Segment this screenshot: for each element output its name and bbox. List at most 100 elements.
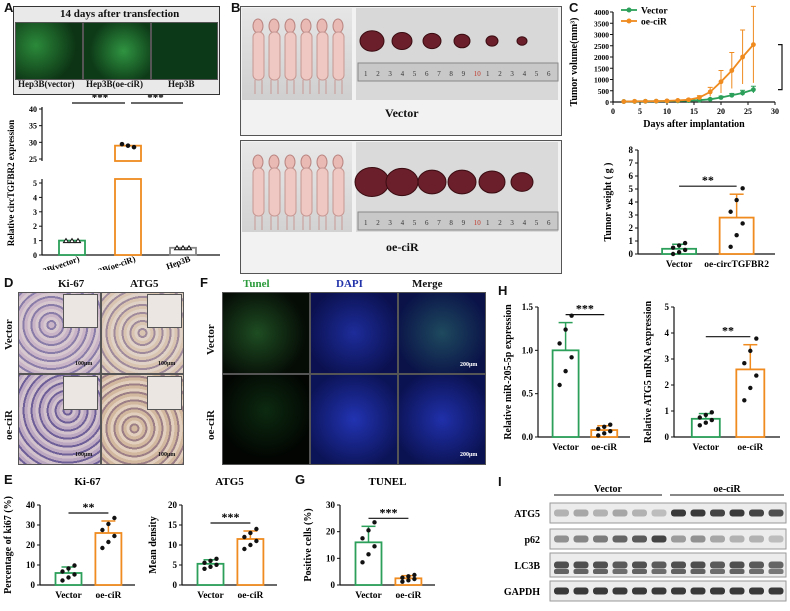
data-point — [202, 560, 207, 565]
mouse-head — [268, 18, 280, 34]
panel-d-col-atg5: ATG5 — [130, 278, 159, 290]
data-point — [621, 99, 627, 104]
blot-band — [632, 535, 647, 543]
y-tick-label: 6 — [629, 171, 634, 181]
chart-title: ATG5 — [215, 476, 244, 488]
ruler-number: 6 — [425, 219, 429, 227]
mouse-body — [284, 167, 297, 217]
y-tick-label: 30 — [26, 520, 36, 530]
y-tick-label: 5 — [173, 560, 178, 570]
scalebar-d-2: 100μm — [158, 361, 176, 367]
blot-band-lower — [651, 569, 667, 574]
y-tick-label: 2 — [665, 380, 670, 390]
panel-d-row-oe: oe-ciR — [3, 410, 15, 440]
tumors-image-vector — [356, 8, 558, 100]
data-point — [643, 98, 648, 104]
mouse-body — [332, 167, 345, 217]
data-point — [703, 412, 708, 418]
x-tick-label: 10 — [663, 107, 671, 116]
data-point — [602, 431, 607, 436]
mouse-head — [332, 18, 344, 34]
blot-band — [651, 509, 667, 517]
chart-e-atg5: ATG5 0 5 10 15 20 Mean density Vector oe-ciR *** — [148, 476, 277, 601]
y-tick-label: 1500 — [594, 64, 609, 73]
data-point — [697, 423, 702, 428]
data-point — [60, 569, 65, 574]
blot-band — [554, 587, 569, 595]
x-tick-label: Vector — [55, 591, 82, 601]
blot-band-lower — [749, 569, 764, 574]
ruler-number: 4 — [401, 219, 405, 227]
tumor — [516, 36, 528, 46]
data-point — [400, 575, 405, 580]
data-point — [214, 556, 219, 561]
x-tick-label: 0 — [611, 107, 615, 116]
chart-a-circtgfbr2: 0 1 2 3 4 5 25 30 35 40 Relative circTGFBR2 expres… — [6, 95, 220, 270]
y-tick-label: 2 — [629, 223, 634, 233]
blot-band — [671, 561, 686, 569]
data-point — [697, 95, 702, 100]
data-point — [608, 428, 613, 434]
data-point — [372, 520, 377, 525]
x-tick-label: Vector — [355, 591, 382, 601]
panel-label-f: F — [200, 275, 208, 290]
mouse-body — [252, 31, 265, 81]
tumor — [385, 167, 419, 197]
ruler-number: 3 — [388, 70, 392, 78]
ihc-inset-atg5-oe — [147, 376, 182, 410]
data-point — [173, 244, 181, 251]
blot-band — [632, 561, 647, 569]
y-tick-label: 3 — [33, 208, 37, 217]
y-tick-label: 0 — [33, 251, 37, 260]
panel-label-a: A — [4, 0, 14, 15]
blot-band — [573, 535, 589, 543]
data-point — [728, 209, 733, 214]
blot-strip — [549, 502, 787, 524]
significance-mark: ** — [722, 324, 734, 338]
panel-f-row-vector: Vector — [205, 324, 217, 355]
blot-band — [593, 509, 608, 517]
data-point — [734, 197, 739, 203]
data-point — [66, 566, 71, 571]
y-axis-label: Relative miR-205-5p expression — [503, 304, 514, 440]
blot-band — [593, 587, 608, 595]
panel-f-col-tunel: Tunel — [243, 278, 270, 290]
ihc-inset-atg5-vector — [147, 294, 182, 328]
data-point — [608, 422, 613, 427]
blot-band — [729, 587, 745, 595]
tumor — [485, 35, 499, 47]
y-tick-label: 0 — [31, 580, 36, 590]
panel-label-b: B — [231, 0, 241, 15]
blot-band — [554, 561, 569, 569]
blot-band — [593, 561, 608, 569]
ruler-number: 4 — [523, 70, 527, 78]
y-tick-label: 1.5 — [522, 302, 534, 312]
ihc-inset-ki67-vector — [63, 294, 98, 328]
y-tick-label: 4 — [629, 197, 634, 207]
if-merge-vector — [398, 292, 486, 374]
chart-c-tumor-volume: 0 500 1000 1500 2000 2500 3000 3500 4000 0 5 10 15 20… — [569, 5, 790, 130]
y-tick-label: 1 — [665, 406, 670, 416]
chart-title: TUNEL — [369, 476, 407, 488]
panel-label-h: H — [498, 283, 508, 298]
data-point — [106, 539, 111, 545]
data-point — [697, 415, 702, 420]
panel-label-e: E — [4, 472, 13, 487]
significance-mark: *** — [379, 505, 397, 519]
blot-band — [573, 587, 589, 595]
data-point — [729, 92, 735, 98]
data-point — [254, 538, 259, 544]
y-tick-label: 3500 — [594, 19, 609, 28]
data-point — [754, 336, 759, 341]
if-dapi-oe — [310, 374, 398, 465]
scalebar-f-2: 200μm — [460, 452, 478, 458]
data-point — [742, 361, 747, 366]
data-point — [248, 530, 253, 536]
ruler-number: 5 — [413, 70, 417, 78]
y-tick-label: 4 — [33, 193, 37, 202]
blot-band-lower — [729, 569, 745, 574]
panel-d-col-ki67: Ki-67 — [58, 278, 85, 290]
panel-d-row-vector: Vector — [3, 319, 15, 350]
significance-mark: ** — [82, 500, 94, 514]
mouse-body — [252, 167, 265, 217]
